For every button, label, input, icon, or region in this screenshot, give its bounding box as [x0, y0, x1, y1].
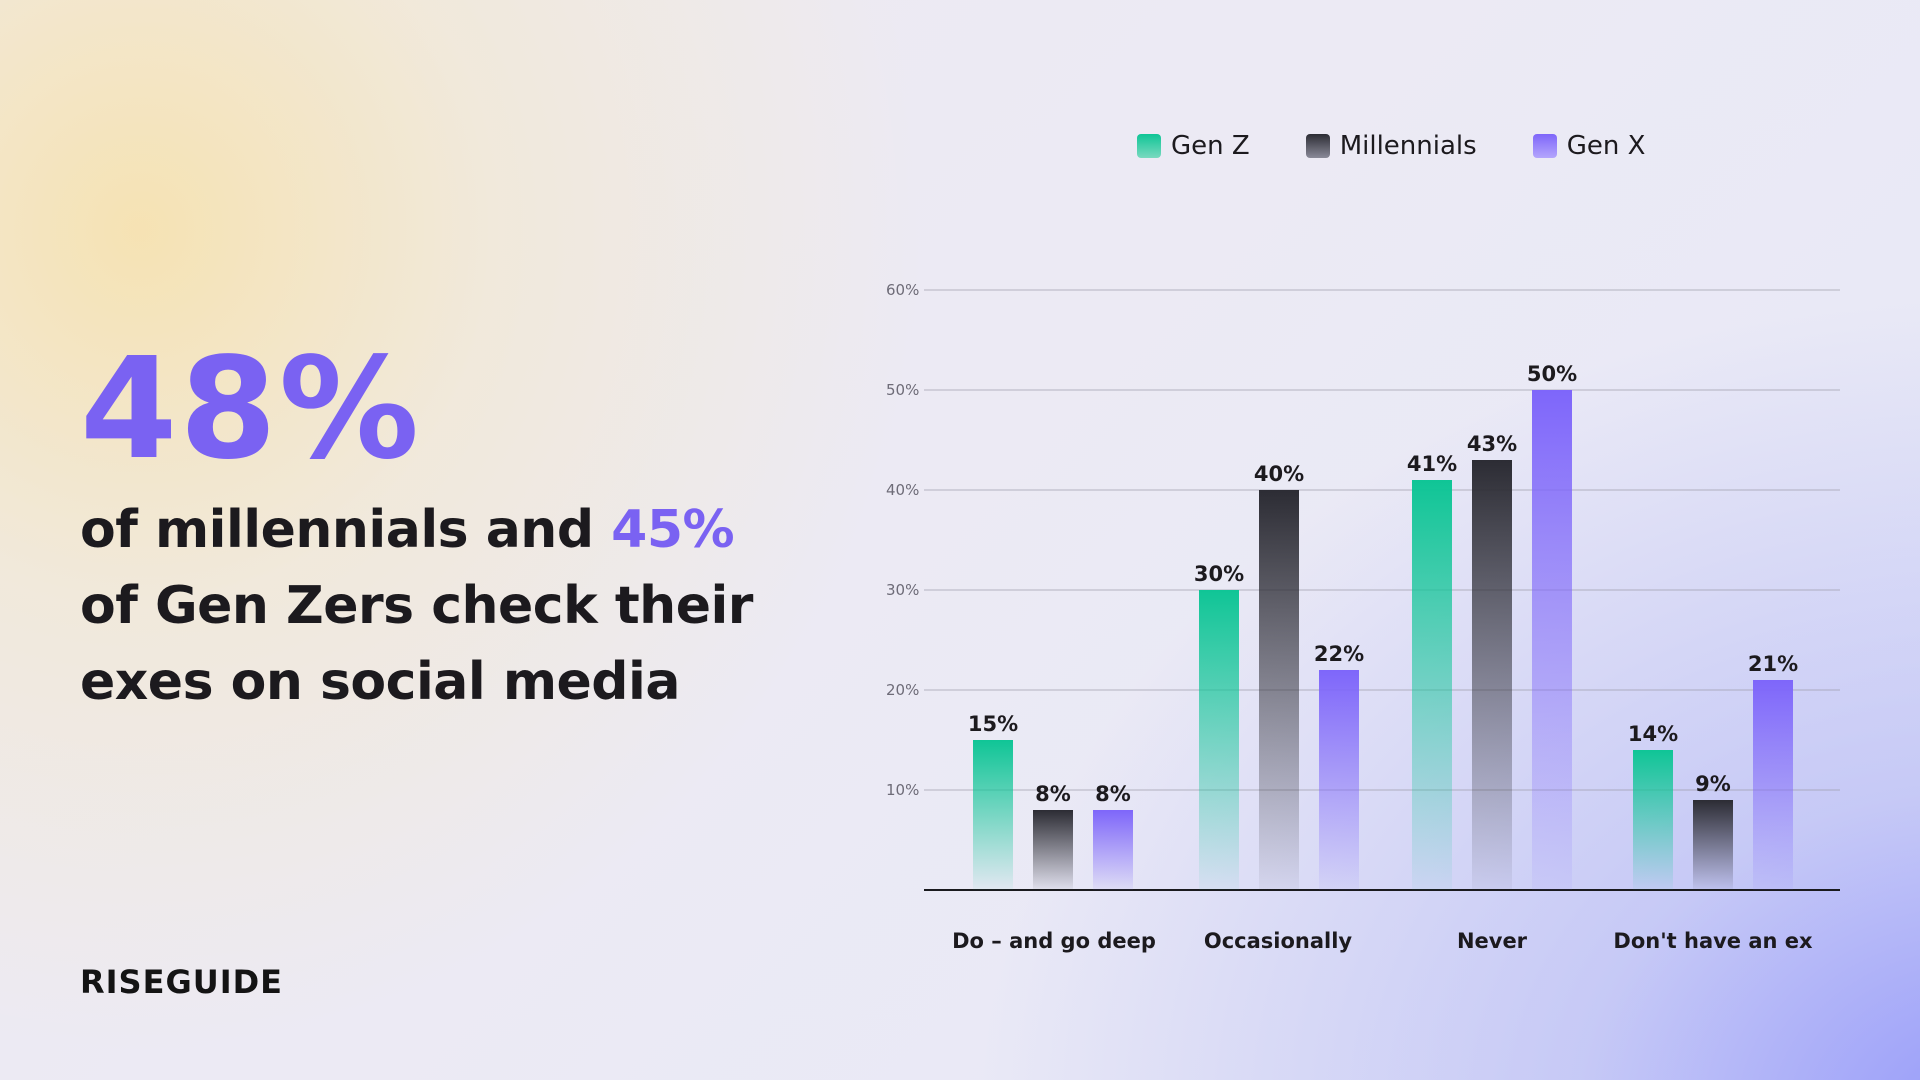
headline-text-part1: of millennials and	[80, 500, 594, 560]
chart-labels: 10% 20% 30% 40% 50% 60% 15% 8% 8% Do – and go dee…	[886, 281, 1813, 953]
bar-gen-x-don-t-have-an-ex	[1753, 680, 1793, 890]
bar-gen-x-do-and-go-deep	[1093, 810, 1133, 890]
value-label-gen-x-don-t-have-an-ex: 21%	[1748, 652, 1798, 676]
legend-swatch-gen-x	[1532, 134, 1557, 158]
value-label-gen-z-never: 41%	[1407, 452, 1457, 476]
chart-legend: Gen Z Millennials Gen X	[1137, 128, 1645, 164]
value-label-gen-x-do-and-go-deep: 8%	[1095, 782, 1131, 806]
bar-gen-x-occasionally	[1319, 670, 1359, 890]
category-label-do-and-go-deep: Do – and go deep	[952, 929, 1156, 953]
value-label-gen-z-do-and-go-deep: 15%	[968, 712, 1018, 736]
legend-item-gen-x: Gen X	[1532, 131, 1646, 161]
value-label-millennials-don-t-have-an-ex: 9%	[1695, 772, 1731, 796]
legend-item-millennials: Millennials	[1305, 131, 1477, 161]
headline-text-part2: of Gen Zers check their exes on social m…	[80, 576, 753, 712]
legend-label-gen-z: Gen Z	[1171, 131, 1250, 161]
bar-gen-z-don-t-have-an-ex	[1633, 750, 1673, 890]
bar-gen-z-do-and-go-deep	[973, 740, 1013, 890]
legend-label-gen-x: Gen X	[1566, 131, 1646, 161]
y-tick-label: 10%	[886, 781, 919, 799]
legend-item-gen-z: Gen Z	[1137, 131, 1250, 161]
category-label-never: Never	[1457, 929, 1528, 953]
category-label-occasionally: Occasionally	[1204, 929, 1353, 953]
y-tick-label: 30%	[886, 581, 919, 599]
headline-stat: 48%	[80, 328, 422, 491]
headline-text: of millennials and 45% of Gen Zers check…	[80, 492, 800, 720]
bar-millennials-don-t-have-an-ex	[1693, 800, 1733, 890]
bar-millennials-occasionally	[1259, 490, 1299, 890]
value-label-gen-z-don-t-have-an-ex: 14%	[1628, 722, 1678, 746]
value-label-millennials-never: 43%	[1467, 432, 1517, 456]
legend-swatch-gen-z	[1137, 134, 1161, 158]
chart-gridlines	[924, 289, 1840, 891]
category-label-don-t-have-an-ex: Don't have an ex	[1613, 929, 1813, 953]
bar-gen-z-never	[1412, 480, 1452, 890]
legend-swatch-millennials	[1305, 134, 1330, 158]
value-label-gen-x-occasionally: 22%	[1314, 642, 1364, 666]
legend-label-millennials: Millennials	[1339, 131, 1477, 161]
y-tick-label: 20%	[886, 681, 919, 699]
value-label-millennials-do-and-go-deep: 8%	[1035, 782, 1071, 806]
chart-bars	[973, 390, 1793, 890]
y-tick-label: 60%	[886, 281, 919, 299]
bar-gen-x-never	[1532, 390, 1572, 890]
value-label-millennials-occasionally: 40%	[1254, 462, 1304, 486]
headline-accent-stat: 45%	[611, 500, 735, 560]
value-label-gen-x-never: 50%	[1527, 362, 1577, 386]
bar-millennials-never	[1472, 460, 1512, 890]
value-label-gen-z-occasionally: 30%	[1194, 562, 1244, 586]
bar-gen-z-occasionally	[1199, 590, 1239, 890]
bar-millennials-do-and-go-deep	[1033, 810, 1073, 890]
y-tick-label: 40%	[886, 481, 919, 499]
brand-logo: RISEGUIDE	[80, 963, 284, 1001]
y-tick-label: 50%	[886, 381, 919, 399]
